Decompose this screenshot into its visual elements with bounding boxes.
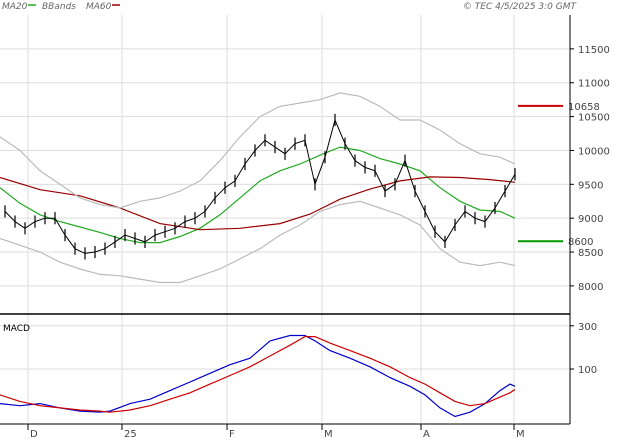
copyright: © TEC 4/5/2025 3:0 GMT	[463, 2, 578, 12]
macd-series-signal-line	[0, 336, 516, 413]
month-label: M	[324, 429, 333, 440]
macd-y-axis: 100 300	[570, 322, 597, 376]
macd-title: MACD	[3, 324, 30, 334]
price-tick-label: 10500	[578, 113, 610, 124]
level-label: 8600	[568, 237, 593, 248]
price-tick-label: 8500	[578, 248, 603, 259]
month-label: D	[30, 429, 38, 440]
legend-ma60: MA60	[86, 2, 112, 12]
x-axis: D 25 F M A M	[27, 424, 525, 440]
series-ma60-line	[0, 176, 516, 231]
price-tick-label: 8000	[578, 282, 603, 293]
macd-series-macd-line	[0, 334, 516, 418]
series-ma20-line	[0, 146, 516, 244]
series-bbands-line	[0, 92, 516, 209]
macd-series	[0, 334, 516, 418]
month-label: 25	[124, 429, 137, 440]
legend-ma20: MA20	[2, 2, 28, 12]
macd-tick-label: 300	[578, 322, 597, 333]
price-tick-label: 11500	[578, 45, 610, 56]
legend-bbands: BBands	[42, 2, 76, 12]
price-annotations: 10658 8600	[518, 102, 600, 248]
month-label: A	[423, 429, 430, 440]
price-tick-label: 11000	[578, 79, 610, 90]
month-label: F	[229, 429, 235, 440]
month-label: M	[516, 429, 525, 440]
series-price-line	[4, 118, 516, 254]
price-panel-bg	[0, 15, 570, 313]
price-tick-label: 9000	[578, 214, 603, 225]
price-tick-label: 9500	[578, 180, 603, 191]
series-bbands-line	[0, 200, 516, 284]
price-series	[0, 92, 516, 284]
price-tick-label: 10000	[578, 146, 610, 157]
macd-tick-label: 100	[578, 365, 597, 376]
macd-grid	[0, 325, 570, 370]
level-label: 10658	[568, 102, 600, 113]
price-y-axis: 8000 8500 9000 9500 10000 10500 11000 11500	[570, 45, 610, 293]
